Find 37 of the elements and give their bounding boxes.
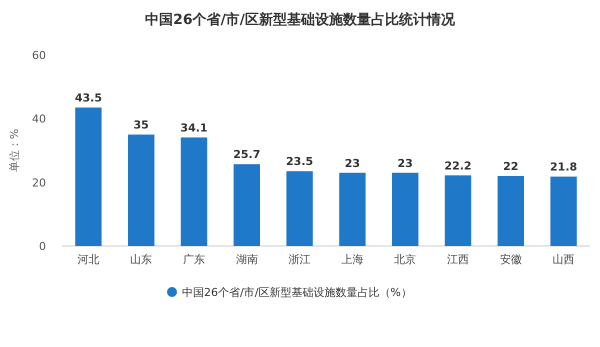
bar <box>550 176 577 246</box>
x-tick-label: 北京 <box>394 253 416 266</box>
bar <box>128 134 154 246</box>
x-tick-label: 浙江 <box>288 253 311 266</box>
bar <box>498 176 524 246</box>
data-label: 23 <box>398 156 413 170</box>
bar <box>444 175 472 246</box>
x-tick-label: 山东 <box>130 253 152 266</box>
x-tick-label: 江西 <box>447 253 469 266</box>
bar <box>339 172 366 246</box>
y-axis-title: 单位：% <box>8 128 21 172</box>
chart-title: 中国26个省/市/区新型基础设施数量占比统计情况 <box>145 11 456 28</box>
data-label: 25.7 <box>233 148 260 162</box>
data-label: 35 <box>134 118 149 132</box>
x-tick-label: 广东 <box>183 253 205 266</box>
x-tick-label: 河北 <box>77 253 100 266</box>
x-tick-label: 上海 <box>341 253 364 266</box>
data-label: 22 <box>503 160 518 173</box>
y-tick-label: 40 <box>32 112 46 126</box>
y-tick-label: 20 <box>32 176 46 190</box>
data-label: 21.8 <box>550 160 578 174</box>
data-label: 43.5 <box>74 92 102 105</box>
x-tick-label: 安徽 <box>500 253 522 266</box>
y-tick-label: 60 <box>32 49 46 62</box>
data-label: 23 <box>344 156 360 170</box>
bar <box>180 137 208 246</box>
data-label: 22.2 <box>444 159 472 172</box>
bar <box>75 108 102 246</box>
data-label: 34.1 <box>180 121 208 134</box>
x-tick-label: 山西 <box>552 253 575 266</box>
y-tick-label: 0 <box>39 240 46 253</box>
legend-label: 中国26个省/市/区新型基础设施数量占比（%） <box>182 286 412 299</box>
data-label: 23.5 <box>286 155 314 168</box>
bar <box>286 171 313 246</box>
x-tick-label: 湖南 <box>236 253 258 266</box>
bar <box>234 164 260 246</box>
bar <box>392 172 418 246</box>
